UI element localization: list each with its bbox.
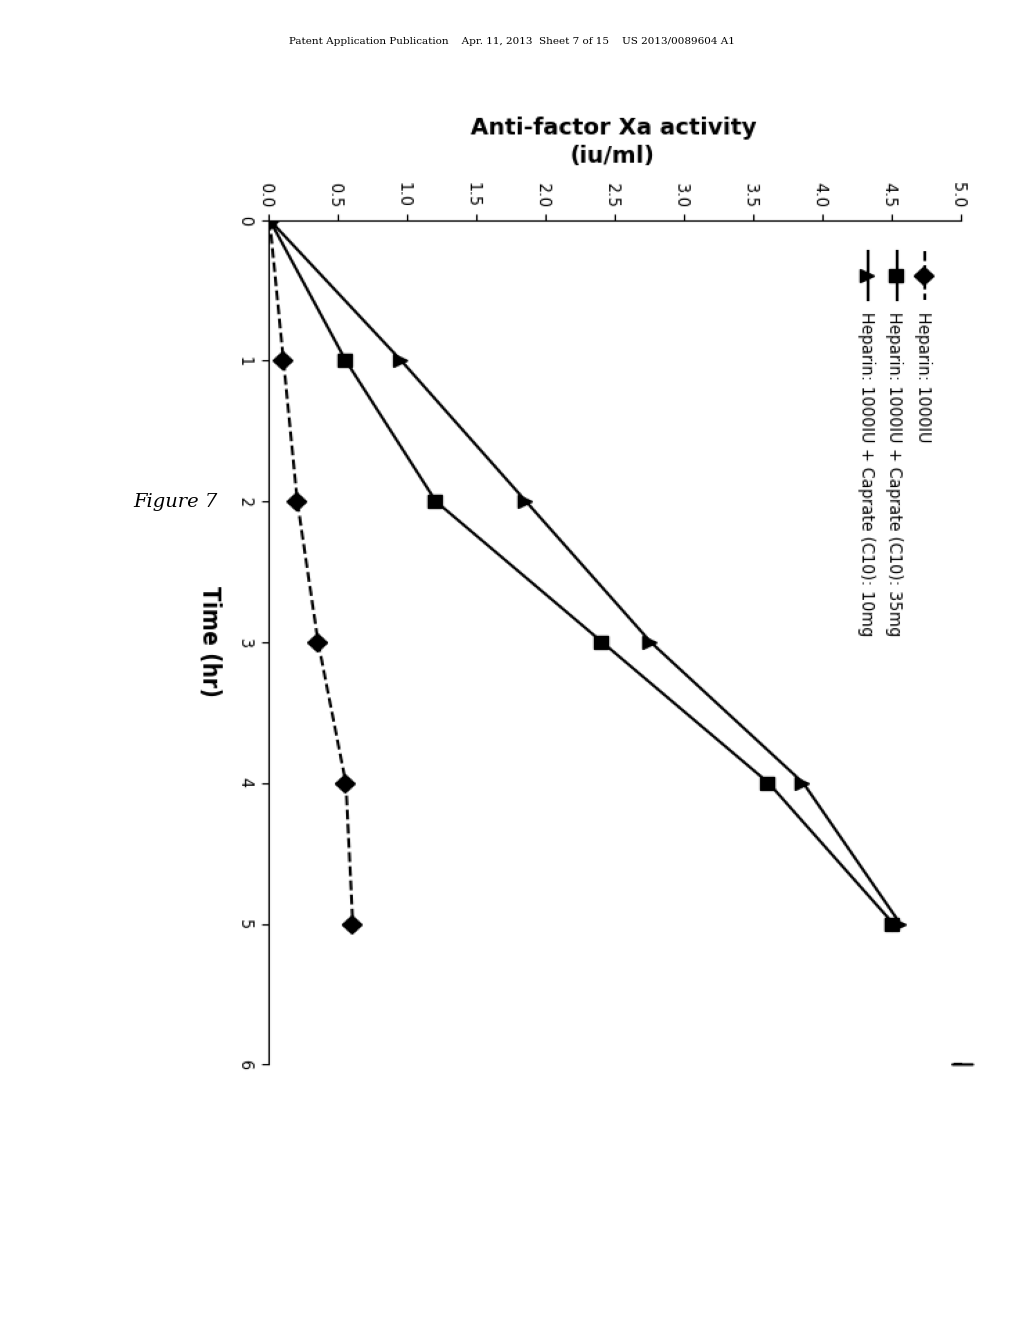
Text: Patent Application Publication    Apr. 11, 2013  Sheet 7 of 15    US 2013/008960: Patent Application Publication Apr. 11, … (289, 37, 735, 46)
Text: Figure 7: Figure 7 (133, 492, 217, 511)
